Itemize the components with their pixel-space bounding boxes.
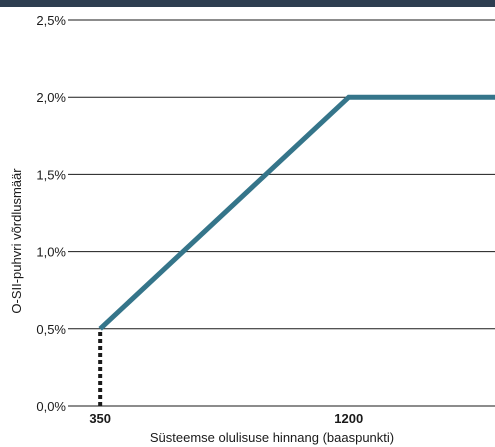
- header-bar: [0, 0, 495, 7]
- x-axis-tick-labels: 350 1200: [89, 411, 363, 426]
- y-tick-label: 2,5%: [36, 13, 66, 28]
- y-tick-label: 0,0%: [36, 399, 66, 414]
- y-tick-label: 1,5%: [36, 167, 66, 182]
- y-tick-label: 0,5%: [36, 322, 66, 337]
- y-tick-label: 2,0%: [36, 90, 66, 105]
- x-tick-label: 1200: [334, 411, 363, 426]
- y-axis-tick-labels: 0,0% 0,5% 1,0% 1,5% 2,0% 2,5%: [36, 13, 66, 414]
- y-tick-label: 1,0%: [36, 245, 66, 260]
- x-axis-title: Süsteemse olulisuse hinnang (baaspunkti): [150, 430, 394, 445]
- series-lines: [98, 94, 495, 406]
- gridlines: [68, 19, 495, 407]
- y-axis-title: O-SII-puhvri võrdlusmäär: [9, 168, 24, 314]
- buffer-rate-line: [98, 94, 495, 331]
- x-tick-label: 350: [89, 411, 111, 426]
